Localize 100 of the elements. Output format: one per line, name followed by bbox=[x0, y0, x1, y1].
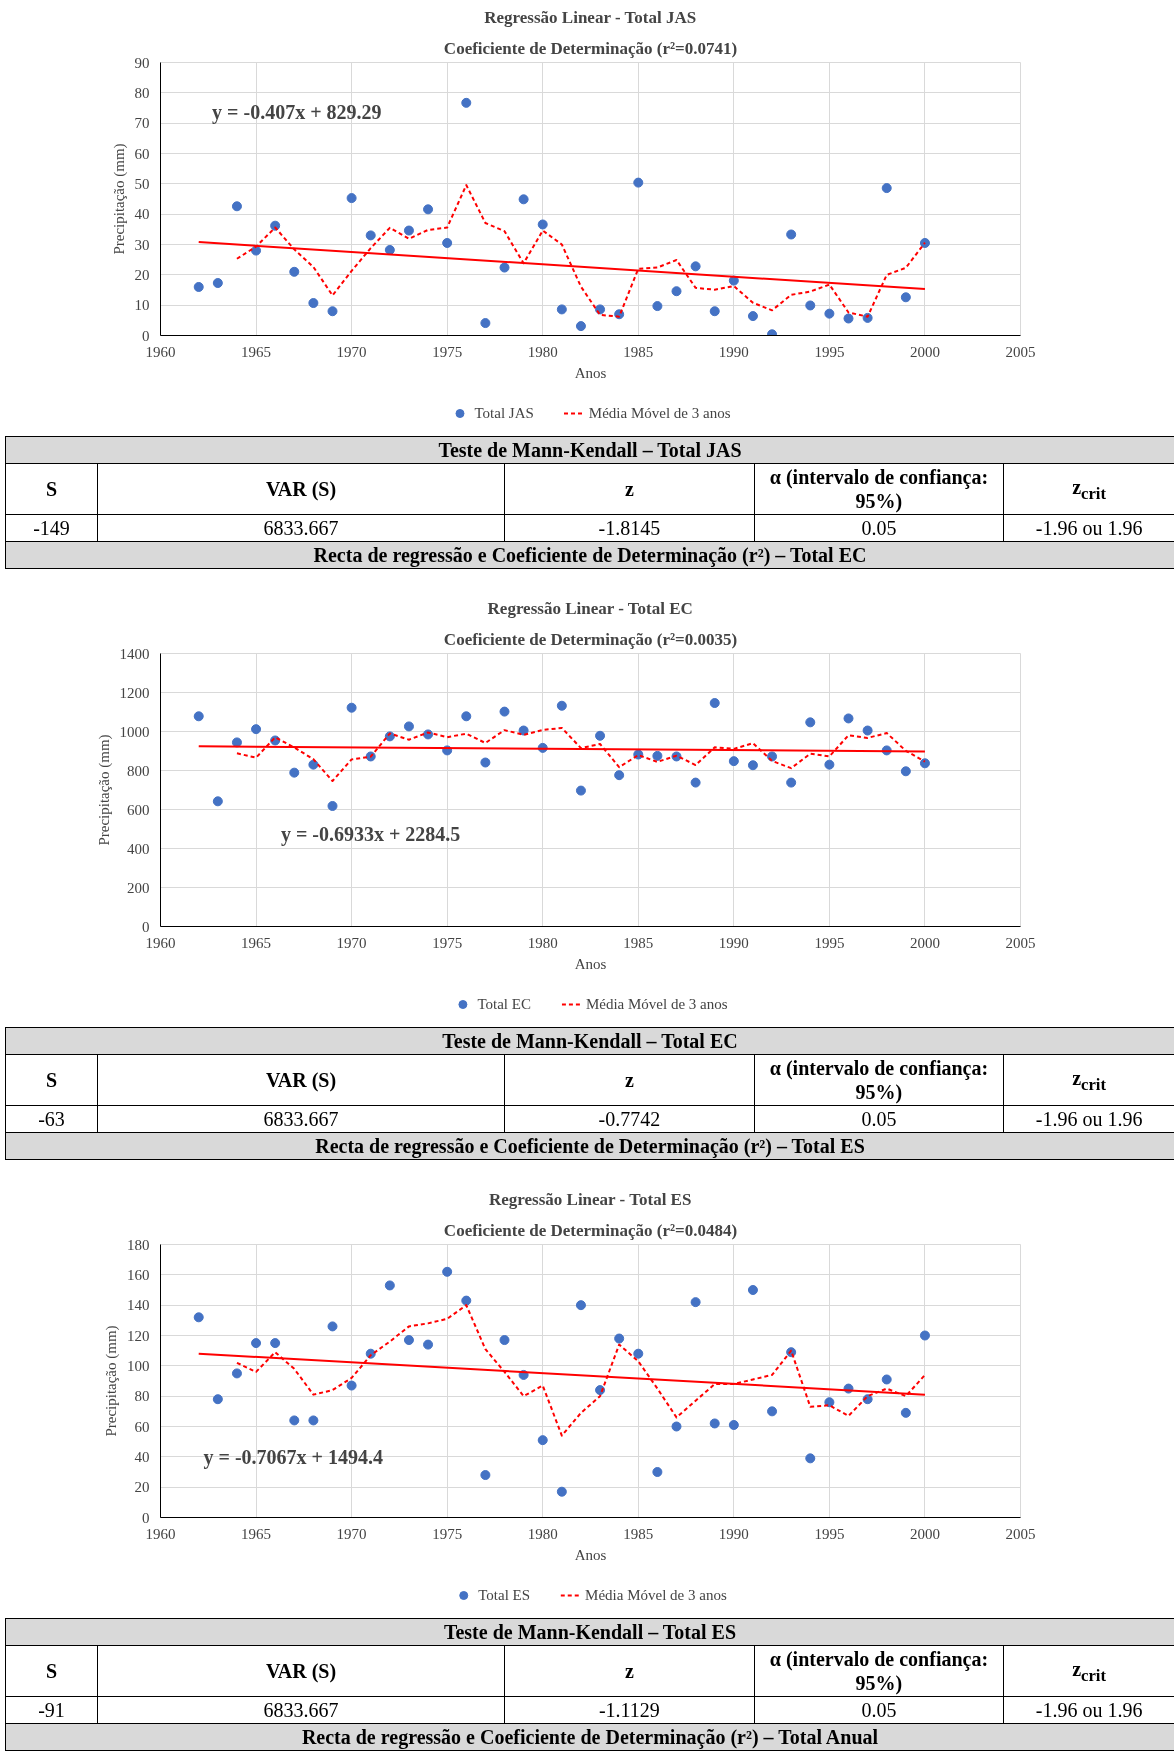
chart-title: Regressão Linear - Total EC bbox=[487, 598, 693, 618]
point bbox=[881, 1374, 892, 1385]
point bbox=[556, 700, 567, 711]
y-tick-label: 70 bbox=[134, 115, 150, 132]
x-tick-label: 1960 bbox=[145, 1525, 176, 1542]
text: -1.96 ou 1.96 bbox=[1003, 1105, 1174, 1133]
point bbox=[518, 725, 529, 736]
point bbox=[346, 702, 357, 713]
x-tick-label: 1970 bbox=[336, 1525, 367, 1542]
text: -0.7742 bbox=[504, 1105, 755, 1133]
x-tick-label: 2000 bbox=[909, 1525, 940, 1542]
point bbox=[575, 1300, 586, 1311]
x-axis-title: Anos bbox=[574, 955, 607, 972]
point bbox=[786, 777, 797, 788]
y-tick-label: 10 bbox=[134, 297, 150, 314]
x-tick-label: 1990 bbox=[718, 934, 749, 951]
annotation: y = -0.407x + 829.29 bbox=[212, 100, 382, 124]
y-tick-label: 40 bbox=[134, 206, 150, 223]
point bbox=[747, 311, 758, 322]
annotation: y = -0.6933x + 2284.5 bbox=[280, 822, 461, 846]
text: z bbox=[504, 1645, 755, 1697]
point bbox=[289, 266, 300, 277]
point bbox=[652, 1467, 663, 1477]
x-tick-label: 1965 bbox=[241, 934, 272, 951]
y-tick-label: 1400 bbox=[119, 645, 150, 662]
point bbox=[365, 230, 376, 241]
text: 0.05 bbox=[754, 514, 1004, 542]
point bbox=[652, 750, 663, 761]
point bbox=[251, 724, 262, 735]
text: 0.05 bbox=[754, 1696, 1004, 1724]
point bbox=[403, 225, 414, 236]
point bbox=[919, 758, 930, 769]
text: -149 bbox=[5, 514, 98, 542]
y-tick-label: 1200 bbox=[119, 684, 150, 701]
y-tick-label: 120 bbox=[127, 1327, 150, 1344]
y-tick-label: 30 bbox=[134, 236, 150, 253]
point bbox=[709, 306, 720, 317]
x-tick-label: 1995 bbox=[814, 934, 845, 951]
point bbox=[327, 306, 338, 317]
point bbox=[499, 262, 510, 273]
point bbox=[671, 1421, 682, 1432]
y-tick-label: 20 bbox=[134, 1479, 150, 1496]
y-tick-label: 40 bbox=[134, 1448, 150, 1465]
x-tick-label: 1975 bbox=[432, 934, 463, 951]
x-tick-label: 1985 bbox=[623, 343, 654, 360]
point bbox=[289, 1415, 300, 1426]
x-tick-label: 2005 bbox=[1005, 343, 1036, 360]
x-axis-title: Anos bbox=[574, 1546, 607, 1563]
text: z bbox=[504, 1054, 755, 1106]
x-tick-label: 2005 bbox=[1005, 1525, 1036, 1542]
point bbox=[193, 711, 204, 722]
chart-subtitle: Coeficiente de Determinação (r²=0.0035) bbox=[443, 629, 738, 649]
point bbox=[747, 1285, 758, 1295]
point bbox=[212, 796, 223, 807]
point bbox=[327, 801, 338, 811]
text: z$_{crit}$ bbox=[1003, 1645, 1174, 1697]
x-tick-label: 1980 bbox=[527, 343, 558, 360]
x-tick-label: 1975 bbox=[432, 1525, 463, 1542]
x-tick-label: 1985 bbox=[623, 934, 654, 951]
point bbox=[499, 1335, 510, 1346]
x-tick-label: 1965 bbox=[241, 343, 272, 360]
point bbox=[843, 313, 854, 324]
point bbox=[461, 711, 472, 722]
y-tick-label: 0 bbox=[142, 1509, 150, 1526]
text: -63 bbox=[5, 1105, 98, 1133]
legend-label: Total EC bbox=[477, 995, 531, 1013]
point bbox=[824, 1397, 835, 1408]
text: Recta de regressão e Coeficiente de Determinação (r²) – Total EC bbox=[5, 541, 1174, 569]
chart-title: Regressão Linear - Total ES bbox=[488, 1189, 692, 1209]
point bbox=[480, 318, 491, 329]
y-tick-label: 600 bbox=[127, 801, 150, 818]
text: α (intervalo de confiança: 95%) bbox=[754, 463, 1004, 515]
point bbox=[786, 229, 797, 240]
point bbox=[193, 281, 204, 292]
text: S bbox=[5, 463, 98, 515]
x-tick-label: 1960 bbox=[145, 343, 176, 360]
text: -1.96 ou 1.96 bbox=[1003, 514, 1174, 542]
y-tick-label: 800 bbox=[127, 762, 150, 779]
text: α (intervalo de confiança: 95%) bbox=[754, 1645, 1004, 1697]
text: z bbox=[504, 463, 755, 515]
point bbox=[231, 737, 242, 748]
x-tick-label: 2000 bbox=[909, 934, 940, 951]
text: VAR (S) bbox=[97, 1054, 505, 1106]
point bbox=[900, 292, 911, 303]
y-tick-label: 50 bbox=[134, 175, 150, 192]
y-tick-label: 60 bbox=[134, 1418, 150, 1435]
point bbox=[537, 219, 548, 230]
y-tick-label: 80 bbox=[134, 1388, 150, 1405]
point bbox=[231, 1368, 242, 1379]
point bbox=[442, 237, 453, 248]
text: VAR (S) bbox=[97, 463, 505, 515]
point bbox=[461, 1295, 472, 1306]
point bbox=[308, 759, 319, 770]
point bbox=[709, 698, 720, 709]
point bbox=[900, 766, 911, 777]
text: S bbox=[5, 1645, 98, 1697]
legend-label: Total JAS bbox=[474, 404, 534, 422]
point bbox=[384, 244, 395, 255]
text: Teste de Mann-Kendall – Total EC bbox=[5, 1027, 1174, 1055]
point bbox=[633, 177, 644, 188]
